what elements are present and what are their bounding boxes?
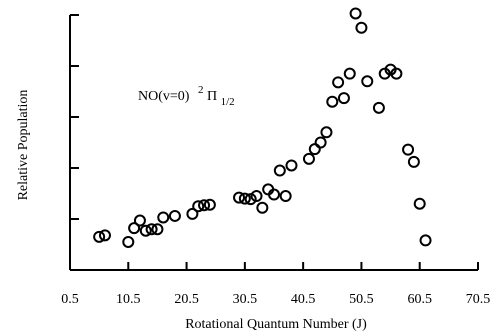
x-tick-label-2: 20.5 bbox=[174, 292, 199, 307]
annotation-prefix: NO(v=0) bbox=[138, 89, 190, 104]
x-tick-label-7: 70.5 bbox=[466, 292, 491, 307]
x-axis-tick-labels: 0.5 10.5 20.5 30.5 40.5 50.5 60.5 70.5 bbox=[61, 292, 490, 307]
data-point bbox=[372, 101, 385, 114]
data-point bbox=[407, 155, 420, 168]
data-point bbox=[279, 190, 292, 203]
x-tick-label-6: 60.5 bbox=[407, 292, 432, 307]
data-point bbox=[273, 164, 286, 177]
data-point bbox=[390, 67, 403, 80]
data-point bbox=[419, 234, 432, 247]
data-point bbox=[332, 76, 345, 89]
data-point bbox=[168, 209, 181, 222]
data-point bbox=[308, 143, 321, 156]
series-annotation: NO(v=0) 2 Π 1/2 bbox=[138, 82, 235, 108]
annotation-subscript: 1/2 bbox=[221, 96, 235, 108]
x-tick-label-1: 10.5 bbox=[116, 292, 141, 307]
data-point bbox=[343, 67, 356, 80]
data-point bbox=[250, 190, 263, 203]
data-point bbox=[133, 214, 146, 227]
annotation-superscript: 2 bbox=[198, 84, 204, 96]
data-point bbox=[244, 193, 257, 206]
x-axis-title: Rotational Quantum Number (J) bbox=[185, 317, 367, 332]
data-point bbox=[203, 198, 216, 211]
data-point bbox=[413, 197, 426, 210]
annotation-greek: Π bbox=[207, 89, 217, 104]
data-point bbox=[256, 201, 269, 214]
data-point bbox=[186, 207, 199, 220]
x-tick-label-0: 0.5 bbox=[61, 292, 79, 307]
data-point bbox=[285, 159, 298, 172]
data-point bbox=[349, 7, 362, 20]
data-point bbox=[192, 200, 205, 213]
data-point bbox=[139, 224, 152, 237]
data-point bbox=[198, 199, 211, 212]
y-axis-ticks bbox=[70, 14, 79, 271]
data-point bbox=[157, 211, 170, 224]
data-point bbox=[128, 222, 141, 235]
data-point bbox=[145, 223, 158, 236]
data-point bbox=[361, 75, 374, 88]
x-tick-label-3: 30.5 bbox=[233, 292, 258, 307]
y-axis-title: Relative Population bbox=[16, 90, 31, 201]
data-point bbox=[151, 223, 164, 236]
data-point bbox=[355, 21, 368, 34]
data-point bbox=[238, 192, 251, 205]
x-tick-label-5: 50.5 bbox=[349, 292, 374, 307]
data-point bbox=[302, 152, 315, 165]
x-tick-label-4: 40.5 bbox=[291, 292, 316, 307]
data-point bbox=[402, 143, 415, 156]
data-point bbox=[320, 126, 333, 139]
data-points bbox=[93, 7, 432, 248]
data-point bbox=[314, 136, 327, 149]
data-point bbox=[233, 191, 246, 204]
data-point bbox=[98, 229, 111, 242]
data-point bbox=[337, 92, 350, 105]
data-point bbox=[268, 188, 280, 201]
data-point bbox=[93, 230, 106, 243]
data-point bbox=[122, 235, 135, 248]
x-axis-ticks bbox=[69, 262, 479, 270]
data-point bbox=[326, 95, 339, 108]
